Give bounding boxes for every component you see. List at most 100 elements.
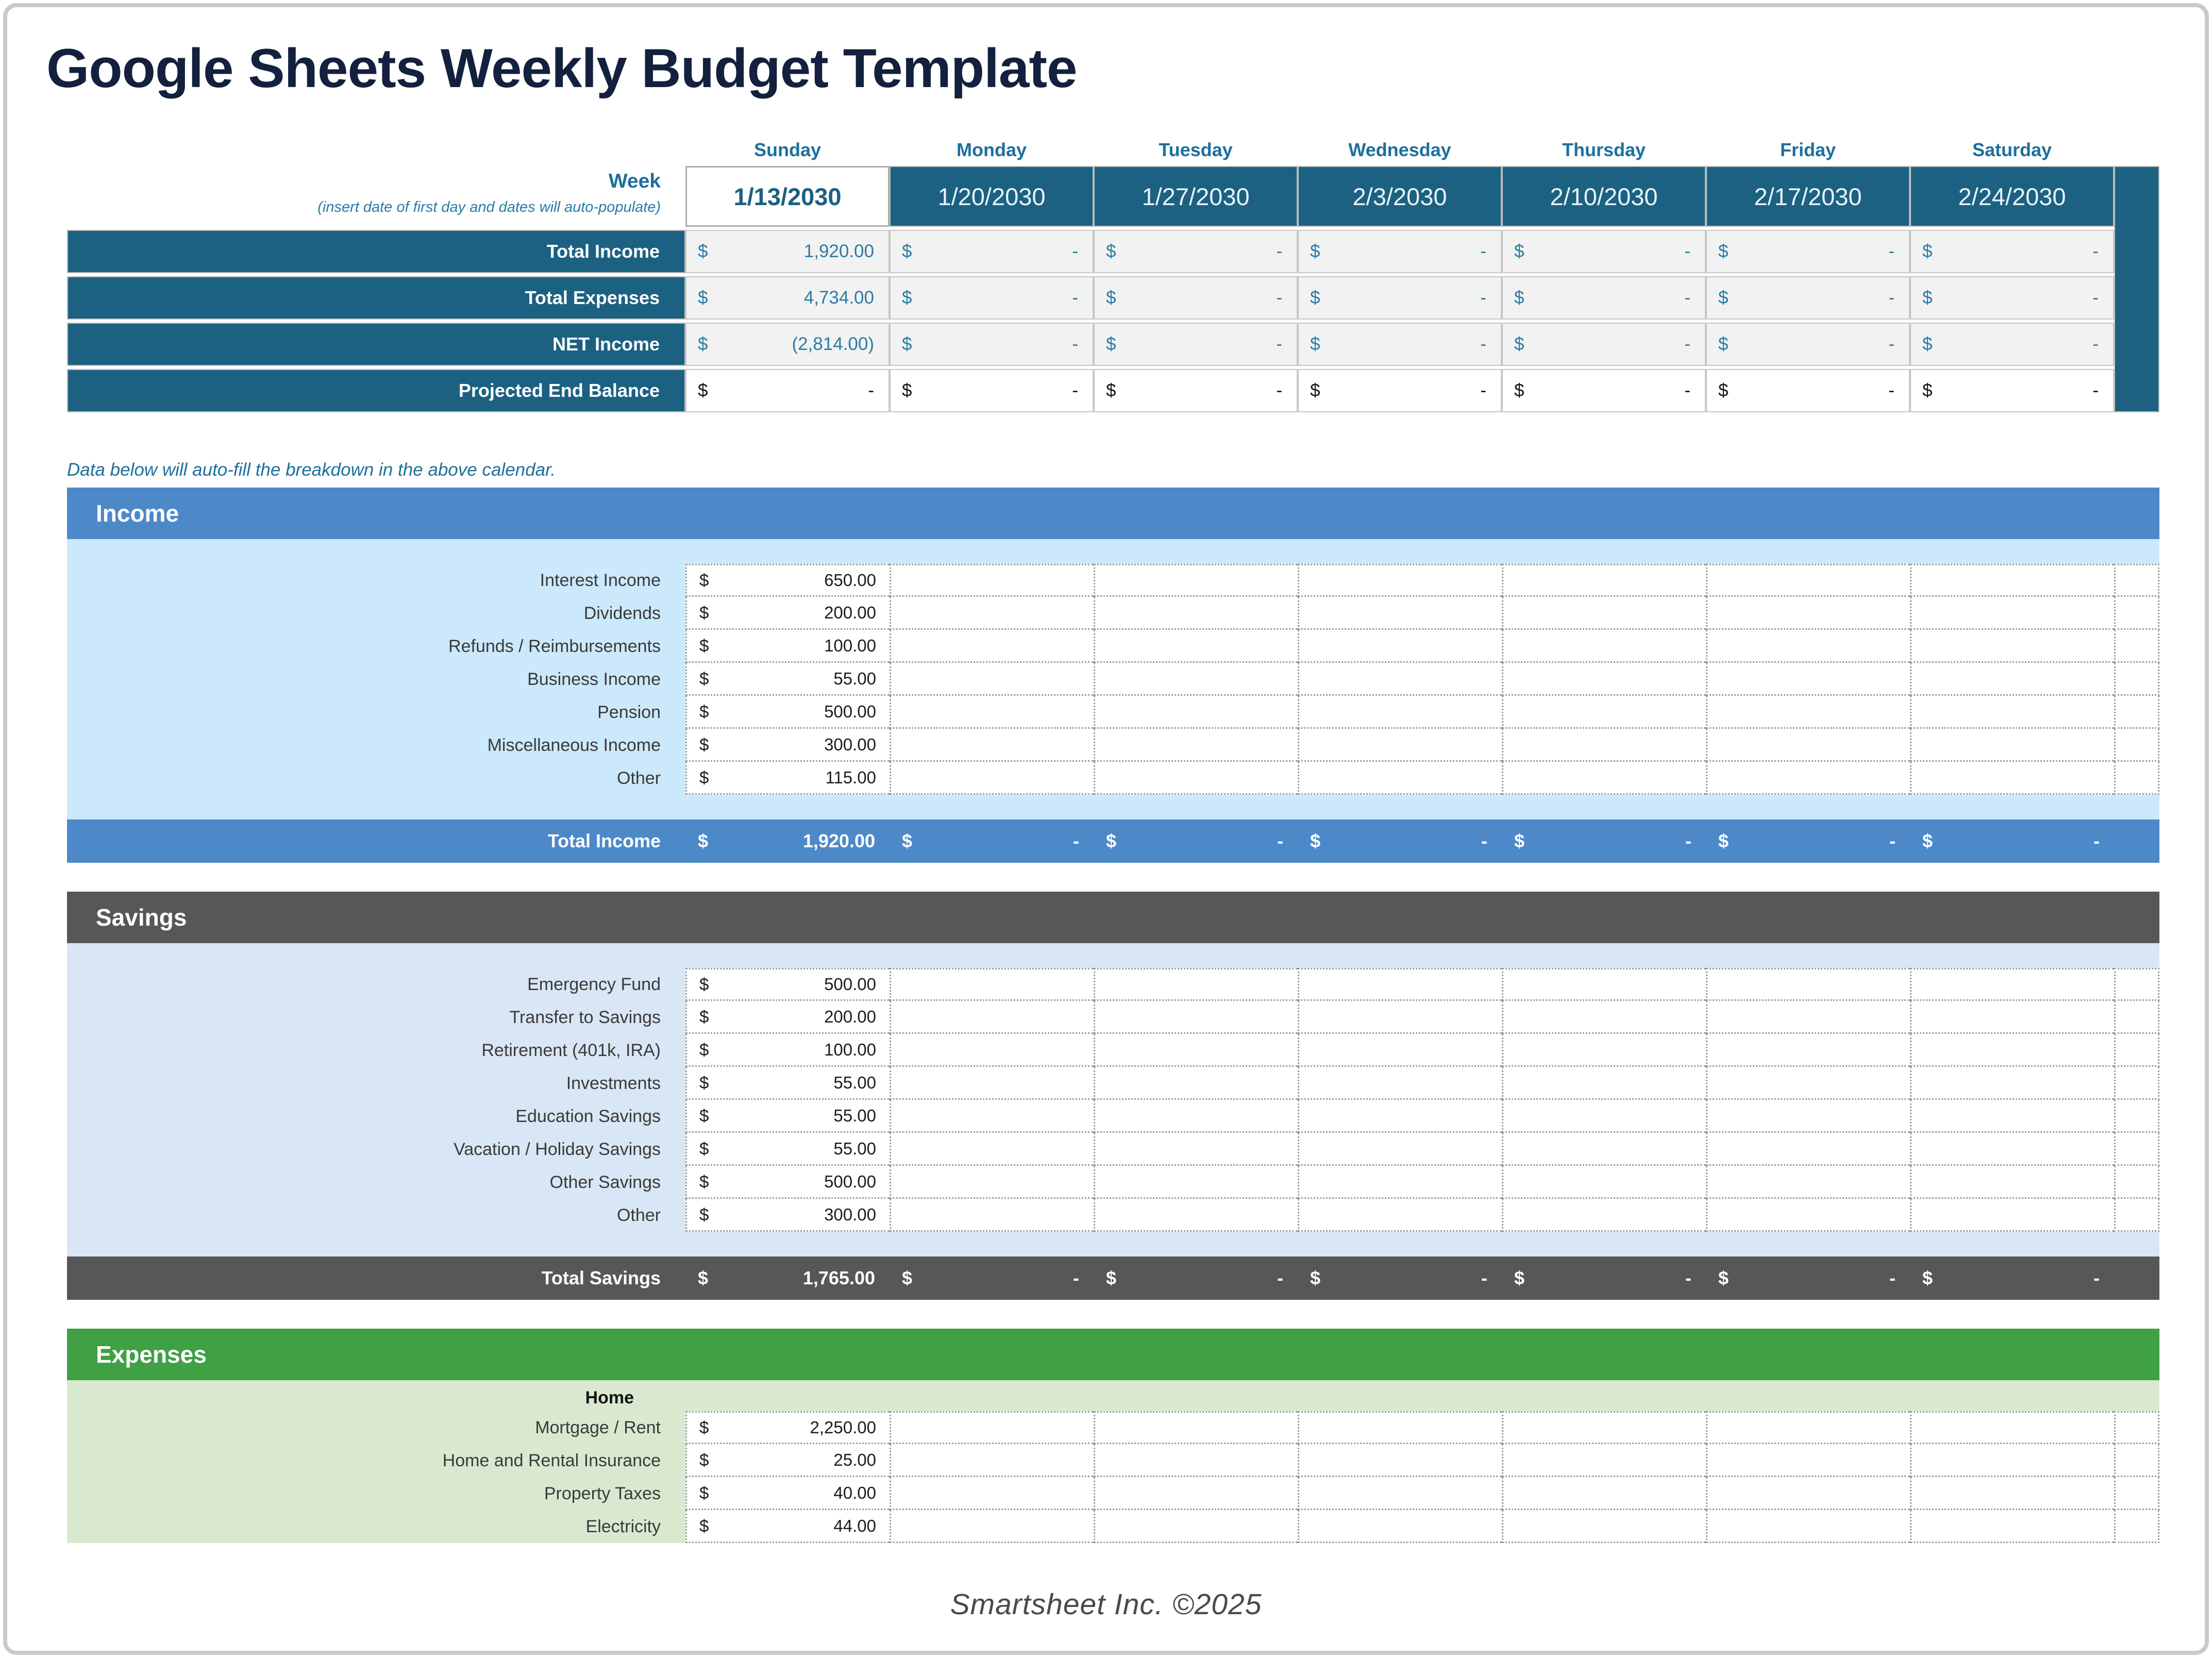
- value-cell-day1[interactable]: $650.00: [685, 564, 890, 597]
- value-cell-day5[interactable]: [1502, 564, 1706, 597]
- value-cell-day1[interactable]: $2,250.00: [685, 1411, 890, 1444]
- value-cell-day3[interactable]: [1094, 564, 1298, 597]
- value-cell-day2[interactable]: [890, 1199, 1094, 1232]
- value-cell-day5[interactable]: [1502, 1133, 1706, 1166]
- value-cell-day3[interactable]: [1094, 1477, 1298, 1510]
- value-cell-day7[interactable]: [1910, 1166, 2114, 1199]
- value-cell-day4[interactable]: [1298, 1199, 1502, 1232]
- value-cell-day6[interactable]: [1706, 1199, 1910, 1232]
- value-cell-day4[interactable]: [1298, 630, 1502, 663]
- value-cell-day3[interactable]: [1094, 1411, 1298, 1444]
- value-cell-day2[interactable]: [890, 1001, 1094, 1034]
- value-cell-day5[interactable]: [1502, 1477, 1706, 1510]
- value-cell-day4[interactable]: [1298, 1166, 1502, 1199]
- value-cell-day7[interactable]: [1910, 663, 2114, 696]
- value-cell-day7[interactable]: [1910, 762, 2114, 795]
- value-cell-day4[interactable]: [1298, 1477, 1502, 1510]
- value-cell-day7[interactable]: [1910, 729, 2114, 762]
- value-cell-day7[interactable]: [1910, 696, 2114, 729]
- value-cell-day7[interactable]: [1910, 630, 2114, 663]
- value-cell-day1[interactable]: $500.00: [685, 968, 890, 1001]
- value-cell-day5[interactable]: [1502, 729, 1706, 762]
- value-cell-day6[interactable]: [1706, 968, 1910, 1001]
- value-cell-day5[interactable]: [1502, 1034, 1706, 1067]
- value-cell-day6[interactable]: [1706, 597, 1910, 630]
- value-cell-day1[interactable]: $115.00: [685, 762, 890, 795]
- value-cell-day3[interactable]: [1094, 729, 1298, 762]
- value-cell-day4[interactable]: [1298, 762, 1502, 795]
- value-cell-day1[interactable]: $200.00: [685, 1001, 890, 1034]
- value-cell-day3[interactable]: [1094, 597, 1298, 630]
- value-cell-day7[interactable]: [1910, 1477, 2114, 1510]
- value-cell-day7[interactable]: [1910, 1034, 2114, 1067]
- value-cell-day4[interactable]: [1298, 729, 1502, 762]
- value-cell-day4[interactable]: [1298, 1133, 1502, 1166]
- value-cell-day5[interactable]: [1502, 1067, 1706, 1100]
- value-cell-day3[interactable]: [1094, 1166, 1298, 1199]
- value-cell-day1[interactable]: $44.00: [685, 1510, 890, 1543]
- value-cell-day1[interactable]: $100.00: [685, 630, 890, 663]
- value-cell-day2[interactable]: [890, 663, 1094, 696]
- value-cell-day6[interactable]: [1706, 1510, 1910, 1543]
- value-cell-day7[interactable]: [1910, 597, 2114, 630]
- value-cell-day7[interactable]: [1910, 564, 2114, 597]
- value-cell-day2[interactable]: [890, 1100, 1094, 1133]
- value-cell-day4[interactable]: [1298, 696, 1502, 729]
- value-cell-day2[interactable]: [890, 1034, 1094, 1067]
- value-cell-day5[interactable]: [1502, 1411, 1706, 1444]
- value-cell-day3[interactable]: [1094, 630, 1298, 663]
- value-cell-day4[interactable]: [1298, 1034, 1502, 1067]
- value-cell-day1[interactable]: $100.00: [685, 1034, 890, 1067]
- value-cell-day4[interactable]: [1298, 597, 1502, 630]
- value-cell-day5[interactable]: [1502, 1166, 1706, 1199]
- value-cell-day6[interactable]: [1706, 1477, 1910, 1510]
- value-cell-day5[interactable]: [1502, 663, 1706, 696]
- value-cell-day2[interactable]: [890, 1067, 1094, 1100]
- value-cell-day3[interactable]: [1094, 1100, 1298, 1133]
- value-cell-day3[interactable]: [1094, 1034, 1298, 1067]
- value-cell-day5[interactable]: [1502, 762, 1706, 795]
- value-cell-day3[interactable]: [1094, 1067, 1298, 1100]
- value-cell-day6[interactable]: [1706, 1100, 1910, 1133]
- value-cell-day6[interactable]: [1706, 1411, 1910, 1444]
- value-cell-day4[interactable]: [1298, 1510, 1502, 1543]
- value-cell-day1[interactable]: $55.00: [685, 663, 890, 696]
- value-cell-day4[interactable]: [1298, 1001, 1502, 1034]
- value-cell-day3[interactable]: [1094, 1444, 1298, 1477]
- value-cell-day7[interactable]: [1910, 1411, 2114, 1444]
- value-cell-day1[interactable]: $500.00: [685, 696, 890, 729]
- value-cell-day2[interactable]: [890, 564, 1094, 597]
- value-cell-day4[interactable]: [1298, 564, 1502, 597]
- value-cell-day4[interactable]: [1298, 968, 1502, 1001]
- value-cell-day4[interactable]: [1298, 1444, 1502, 1477]
- value-cell-day1[interactable]: $300.00: [685, 729, 890, 762]
- value-cell-day6[interactable]: [1706, 729, 1910, 762]
- value-cell-day7[interactable]: [1910, 1001, 2114, 1034]
- value-cell-day6[interactable]: [1706, 663, 1910, 696]
- value-cell-day6[interactable]: [1706, 696, 1910, 729]
- value-cell-day6[interactable]: [1706, 1133, 1910, 1166]
- value-cell-day1[interactable]: $200.00: [685, 597, 890, 630]
- value-cell-day1[interactable]: $55.00: [685, 1133, 890, 1166]
- value-cell-day3[interactable]: [1094, 762, 1298, 795]
- value-cell-day1[interactable]: $40.00: [685, 1477, 890, 1510]
- value-cell-day7[interactable]: [1910, 1444, 2114, 1477]
- value-cell-day7[interactable]: [1910, 1510, 2114, 1543]
- value-cell-day6[interactable]: [1706, 1034, 1910, 1067]
- value-cell-day5[interactable]: [1502, 1001, 1706, 1034]
- value-cell-day2[interactable]: [890, 968, 1094, 1001]
- value-cell-day2[interactable]: [890, 1166, 1094, 1199]
- value-cell-day1[interactable]: $55.00: [685, 1100, 890, 1133]
- value-cell-day6[interactable]: [1706, 1166, 1910, 1199]
- value-cell-day3[interactable]: [1094, 1133, 1298, 1166]
- value-cell-day2[interactable]: [890, 762, 1094, 795]
- value-cell-day6[interactable]: [1706, 564, 1910, 597]
- value-cell-day2[interactable]: [890, 696, 1094, 729]
- value-cell-day4[interactable]: [1298, 1067, 1502, 1100]
- value-cell-day2[interactable]: [890, 1411, 1094, 1444]
- value-cell-day2[interactable]: [890, 729, 1094, 762]
- value-cell-day3[interactable]: [1094, 1510, 1298, 1543]
- value-cell-day6[interactable]: [1706, 762, 1910, 795]
- value-cell-day2[interactable]: [890, 597, 1094, 630]
- value-cell-day5[interactable]: [1502, 696, 1706, 729]
